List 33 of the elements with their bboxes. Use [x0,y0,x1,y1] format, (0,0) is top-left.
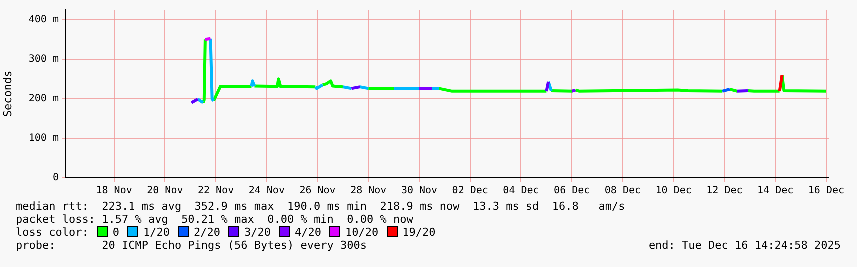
legend-label: 19/20 [402,226,436,239]
x-tick-label: 24 Nov [248,186,285,197]
x-tick-label: 18 Nov [96,186,132,197]
x-tick-label: 08 Dec [604,186,642,197]
text: median rtt: 223.1 ms avg 352.9 ms max 190.0 ms min 218.9 ms now 13.3 ms sd 16.8 am/s [15,200,626,213]
x-tick-label: 26 Nov [300,186,336,197]
x-tick-label: 04 Dec [503,186,540,197]
x-tick-label: 14 Dec [758,186,794,197]
legend-label: 4/20 [294,226,322,239]
y-tick-label: 400 m [28,14,59,26]
text: packet loss: 1.57 % avg 50.21 % max 0.00 % min 0.00 % now [15,213,414,226]
legend-label: 10/20 [345,226,379,239]
text: end: Tue Dec 16 14:24:58 2025 [648,239,841,252]
x-tick-label: 12 Dec [706,186,743,197]
x-tick-label: 30 Nov [401,186,438,197]
y-tick-label: 0 [52,172,59,184]
x-tick-label: 10 Dec [656,186,692,197]
y-axis-title: Seconds [1,70,14,118]
legend-label: 2/20 [194,226,220,239]
x-tick-label: 28 Nov [350,186,387,197]
y-tick-label: 300 m [28,54,59,66]
legend-label: 1/20 [143,226,170,239]
x-tick-label: 20 Nov [147,186,184,197]
y-tick-label: 200 m [28,94,59,105]
y-tick-label: 100 m [28,133,59,144]
legend-label: 0 [112,226,120,239]
x-tick-label: 22 Nov [198,186,234,197]
x-tick-label: 16 Dec [808,186,844,197]
legend-title: loss color: [16,226,89,239]
x-tick-label: 02 Dec [452,186,488,197]
legend-label: 3/20 [244,226,271,239]
x-tick-label: 06 Dec [554,186,590,197]
text: probe: 20 ICMP Echo Pings (56 Bytes) every 300s [16,239,367,252]
